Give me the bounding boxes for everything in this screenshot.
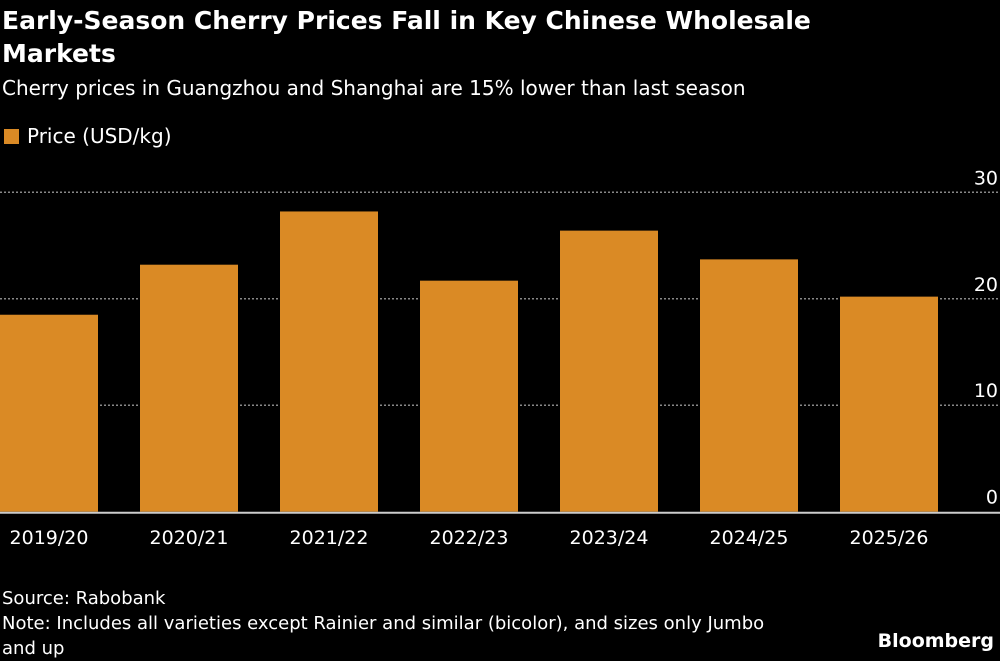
x-tick-label: 2023/24 <box>570 527 649 549</box>
y-tick-label: 20 <box>974 274 998 296</box>
bar <box>420 280 518 512</box>
x-tick-label: 2019/20 <box>10 527 89 549</box>
note-text: Note: Includes all varieties except Rain… <box>2 613 765 659</box>
x-tick-label: 2025/26 <box>850 527 929 549</box>
source-note: Source: Rabobank Note: Includes all vari… <box>2 586 802 661</box>
chart-title: Early-Season Cherry Prices Fall in Key C… <box>2 6 811 68</box>
y-tick-label: 30 <box>974 167 998 189</box>
bloomberg-logo: Bloomberg <box>877 630 994 652</box>
source-text: Source: Rabobank <box>2 588 166 609</box>
bar <box>0 314 98 512</box>
legend-swatch <box>4 128 19 144</box>
legend: Price (USD/kg) <box>4 124 172 148</box>
bar-chart: 0 10 20 30 2019/20 2020/21 2021/22 2022/23 2023/… <box>0 167 1000 549</box>
chart-subtitle: Cherry prices in Guangzhou and Shanghai … <box>2 76 746 100</box>
legend-label: Price (USD/kg) <box>27 124 172 148</box>
bar <box>140 264 238 512</box>
x-tick-label: 2022/23 <box>430 527 509 549</box>
x-tick-label: 2020/21 <box>150 527 229 549</box>
x-tick-label: 2024/25 <box>710 527 789 549</box>
bar <box>840 296 938 512</box>
x-tick-label: 2021/22 <box>290 527 369 549</box>
y-tick-label: 0 <box>986 487 998 509</box>
y-tick-label: 10 <box>974 380 998 402</box>
bar <box>280 211 378 512</box>
bar <box>700 259 798 512</box>
bar <box>560 230 658 512</box>
